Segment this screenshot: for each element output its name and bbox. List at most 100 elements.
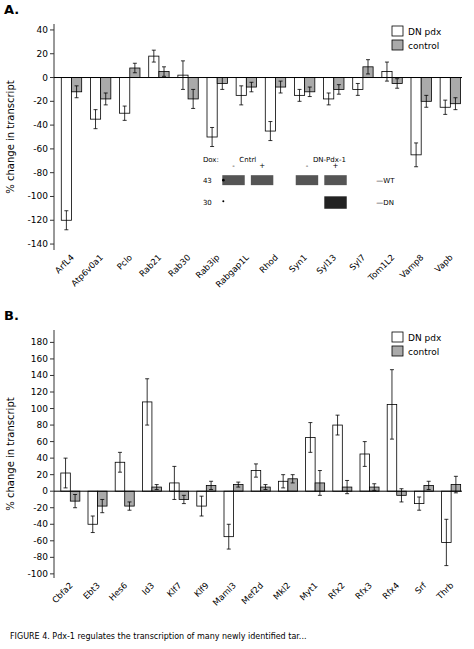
error-cap xyxy=(399,488,403,489)
error-line xyxy=(446,519,447,565)
error-line xyxy=(292,475,293,483)
error-cap xyxy=(249,91,253,92)
error-bar xyxy=(64,211,68,230)
error-line xyxy=(328,93,329,105)
error-line xyxy=(182,61,183,90)
error-cap xyxy=(337,94,341,95)
error-bar xyxy=(308,87,312,97)
y-tick xyxy=(50,573,54,574)
error-line xyxy=(347,480,348,493)
error-line xyxy=(222,78,223,90)
error-cap xyxy=(345,493,349,494)
x-tick-label: Rhod xyxy=(257,252,280,275)
error-line xyxy=(92,516,93,533)
y-tick xyxy=(50,29,54,30)
x-tick-label: Vamp8 xyxy=(398,252,426,280)
error-line xyxy=(401,489,402,502)
x-tick-label: Syn1 xyxy=(287,252,309,274)
error-bar xyxy=(145,379,149,425)
y-tick xyxy=(50,342,54,343)
error-cap xyxy=(133,72,137,73)
x-tick-label: Myt1 xyxy=(298,580,320,602)
error-cap xyxy=(191,108,195,109)
error-bar xyxy=(385,62,389,81)
error-bar xyxy=(75,86,79,98)
error-line xyxy=(374,484,375,491)
y-tick-label: -20 xyxy=(33,96,48,106)
figure: A.% change in transcript-140-120-100-80-… xyxy=(0,0,474,649)
error-line xyxy=(270,122,271,141)
error-bar xyxy=(249,82,253,92)
error-cap xyxy=(181,60,185,61)
y-tick xyxy=(50,425,54,426)
error-line xyxy=(228,524,229,549)
error-cap xyxy=(424,107,428,108)
error-cap xyxy=(454,492,458,493)
baseline xyxy=(54,491,462,492)
error-line xyxy=(338,85,339,95)
error-bar xyxy=(443,100,447,114)
error-bar xyxy=(152,50,156,62)
error-cap xyxy=(390,369,394,370)
error-bar xyxy=(162,67,166,77)
y-tick-label: -80 xyxy=(33,552,48,562)
legend-label: DN pdx xyxy=(408,27,442,37)
y-tick xyxy=(50,441,54,442)
x-tick-label: ArfL4 xyxy=(53,252,76,275)
x-tick-label: Atp6v0a1 xyxy=(69,252,105,288)
error-cap xyxy=(127,510,131,511)
bar xyxy=(333,425,343,491)
error-cap xyxy=(133,63,137,64)
y-tick xyxy=(50,358,54,359)
error-cap xyxy=(91,516,95,517)
error-line xyxy=(211,481,212,489)
error-cap xyxy=(239,104,243,105)
error-cap xyxy=(281,487,285,488)
error-bar xyxy=(155,485,159,490)
inset-annotation: —DN xyxy=(376,199,394,207)
error-cap xyxy=(308,87,312,88)
legend: DN pdxcontrol xyxy=(392,26,442,51)
error-cap xyxy=(104,92,108,93)
error-bar xyxy=(279,81,283,93)
error-cap xyxy=(356,95,360,96)
y-tick-label: 80 xyxy=(37,420,49,430)
error-cap xyxy=(145,425,149,426)
error-bar xyxy=(363,442,367,467)
y-tick-label: -60 xyxy=(33,144,48,154)
blot-band xyxy=(324,196,346,208)
error-cap xyxy=(172,499,176,500)
error-cap xyxy=(263,489,267,490)
error-cap xyxy=(268,140,272,141)
error-cap xyxy=(118,452,122,453)
y-axis xyxy=(54,24,55,250)
error-cap xyxy=(123,106,127,107)
x-tick-label: Hes6 xyxy=(107,580,129,602)
error-bar xyxy=(345,480,349,493)
error-cap xyxy=(366,59,370,60)
inset-annotation: + xyxy=(333,162,339,170)
error-bar xyxy=(268,122,272,141)
y-tick-label: -20 xyxy=(33,503,48,513)
error-line xyxy=(416,143,417,167)
error-line xyxy=(65,458,66,488)
error-cap xyxy=(64,229,68,230)
error-line xyxy=(95,110,96,129)
error-cap xyxy=(91,532,95,533)
error-bar xyxy=(291,475,295,483)
error-bar xyxy=(94,110,98,129)
error-bar xyxy=(210,127,214,146)
legend-swatch xyxy=(392,346,403,356)
error-cap xyxy=(385,81,389,82)
error-bar xyxy=(281,475,285,488)
y-tick-label: 40 xyxy=(37,453,49,463)
baseline xyxy=(54,77,462,78)
bar xyxy=(61,78,71,221)
error-line xyxy=(255,464,256,477)
error-line xyxy=(134,63,135,73)
y-tick xyxy=(50,148,54,149)
inset-annotation: Dox: xyxy=(203,156,219,164)
error-line xyxy=(238,482,239,487)
error-line xyxy=(299,89,300,101)
error-line xyxy=(310,423,311,453)
